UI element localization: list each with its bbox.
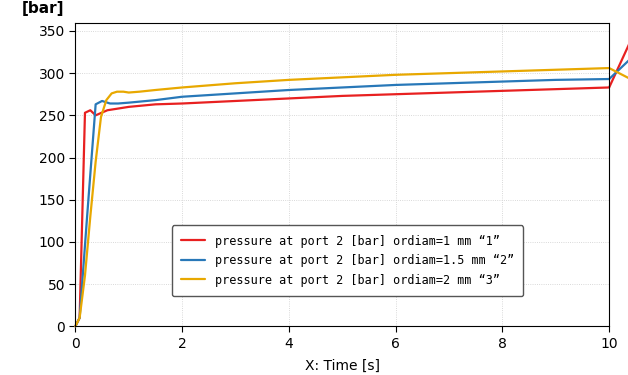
pressure at port 2 [bar] ordiam=2 mm “3” [87, 214, 94, 219]
pressure at port 2 [bar] ordiam=1 mm “1” [285, 96, 293, 101]
pressure at port 2 [bar] ordiam=1.5 mm “2” [98, 99, 106, 103]
pressure at port 2 [bar] ordiam=2 mm “3” [232, 81, 239, 86]
pressure at port 2 [bar] ordiam=1.5 mm “2” [445, 81, 453, 86]
pressure at port 2 [bar] ordiam=2 mm “3” [97, 115, 105, 119]
pressure at port 2 [bar] ordiam=1.5 mm “2” [552, 78, 560, 82]
pressure at port 2 [bar] ordiam=2 mm “3” [113, 90, 121, 94]
pressure at port 2 [bar] ordiam=1 mm “1” [445, 90, 453, 95]
pressure at port 2 [bar] ordiam=1 mm “1” [92, 113, 99, 118]
pressure at port 2 [bar] ordiam=1.5 mm “2” [72, 324, 79, 328]
Line: pressure at port 2 [bar] ordiam=1.5 mm “2”: pressure at port 2 [bar] ordiam=1.5 mm “… [75, 59, 628, 326]
pressure at port 2 [bar] ordiam=1.5 mm “2” [285, 88, 293, 92]
Line: pressure at port 2 [bar] ordiam=1 mm “1”: pressure at port 2 [bar] ordiam=1 mm “1” [75, 41, 628, 326]
pressure at port 2 [bar] ordiam=2 mm “3” [445, 71, 453, 75]
pressure at port 2 [bar] ordiam=1.5 mm “2” [499, 80, 506, 84]
pressure at port 2 [bar] ordiam=2 mm “3” [92, 159, 99, 164]
pressure at port 2 [bar] ordiam=2 mm “3” [102, 98, 110, 102]
pressure at port 2 [bar] ordiam=1 mm “1” [338, 94, 346, 98]
Legend: pressure at port 2 [bar] ordiam=1 mm “1”, pressure at port 2 [bar] ordiam=1.5 mm: pressure at port 2 [bar] ordiam=1 mm “1”… [172, 225, 523, 296]
pressure at port 2 [bar] ordiam=2 mm “3” [81, 273, 89, 278]
pressure at port 2 [bar] ordiam=1 mm “1” [499, 88, 506, 93]
pressure at port 2 [bar] ordiam=1.5 mm “2” [84, 214, 91, 219]
pressure at port 2 [bar] ordiam=1 mm “1” [552, 87, 560, 92]
pressure at port 2 [bar] ordiam=1 mm “1” [114, 106, 122, 111]
pressure at port 2 [bar] ordiam=1 mm “1” [605, 85, 613, 90]
pressure at port 2 [bar] ordiam=1 mm “1” [81, 111, 89, 115]
pressure at port 2 [bar] ordiam=2 mm “3” [76, 316, 84, 320]
pressure at port 2 [bar] ordiam=2 mm “3” [338, 75, 346, 80]
pressure at port 2 [bar] ordiam=1 mm “1” [72, 324, 79, 328]
pressure at port 2 [bar] ordiam=1.5 mm “2” [392, 83, 399, 87]
pressure at port 2 [bar] ordiam=1.5 mm “2” [125, 100, 133, 105]
pressure at port 2 [bar] ordiam=2 mm “3” [152, 88, 160, 92]
pressure at port 2 [bar] ordiam=1.5 mm “2” [178, 94, 186, 99]
pressure at port 2 [bar] ordiam=2 mm “3” [285, 78, 293, 82]
pressure at port 2 [bar] ordiam=1 mm “1” [232, 99, 239, 103]
pressure at port 2 [bar] ordiam=1.5 mm “2” [605, 77, 613, 81]
pressure at port 2 [bar] ordiam=2 mm “3” [136, 90, 143, 94]
pressure at port 2 [bar] ordiam=2 mm “3” [552, 68, 560, 72]
pressure at port 2 [bar] ordiam=2 mm “3” [499, 69, 506, 74]
pressure at port 2 [bar] ordiam=2 mm “3” [125, 90, 133, 95]
pressure at port 2 [bar] ordiam=2 mm “3” [108, 91, 116, 96]
pressure at port 2 [bar] ordiam=2 mm “3” [72, 324, 79, 328]
pressure at port 2 [bar] ordiam=1.5 mm “2” [627, 57, 628, 61]
pressure at port 2 [bar] ordiam=1 mm “1” [392, 92, 399, 96]
pressure at port 2 [bar] ordiam=2 mm “3” [627, 77, 628, 81]
pressure at port 2 [bar] ordiam=1 mm “1” [125, 105, 133, 109]
pressure at port 2 [bar] ordiam=1.5 mm “2” [106, 101, 114, 106]
pressure at port 2 [bar] ordiam=1 mm “1” [627, 39, 628, 44]
pressure at port 2 [bar] ordiam=1 mm “1” [87, 108, 94, 112]
pressure at port 2 [bar] ordiam=1.5 mm “2” [76, 316, 84, 320]
pressure at port 2 [bar] ordiam=1.5 mm “2” [338, 85, 346, 90]
pressure at port 2 [bar] ordiam=1 mm “1” [152, 102, 160, 106]
pressure at port 2 [bar] ordiam=1.5 mm “2” [114, 101, 122, 106]
pressure at port 2 [bar] ordiam=1.5 mm “2” [92, 102, 99, 106]
pressure at port 2 [bar] ordiam=2 mm “3” [605, 66, 613, 70]
pressure at port 2 [bar] ordiam=1.5 mm “2” [152, 98, 160, 102]
pressure at port 2 [bar] ordiam=2 mm “3” [119, 90, 127, 94]
pressure at port 2 [bar] ordiam=1 mm “1” [76, 316, 84, 320]
pressure at port 2 [bar] ordiam=2 mm “3” [392, 73, 399, 77]
Text: [bar]: [bar] [22, 2, 65, 16]
pressure at port 2 [bar] ordiam=1 mm “1” [104, 108, 111, 112]
pressure at port 2 [bar] ordiam=1.5 mm “2” [232, 91, 239, 96]
pressure at port 2 [bar] ordiam=1 mm “1” [178, 101, 186, 106]
pressure at port 2 [bar] ordiam=2 mm “3” [178, 85, 186, 90]
Line: pressure at port 2 [bar] ordiam=2 mm “3”: pressure at port 2 [bar] ordiam=2 mm “3” [75, 68, 628, 326]
X-axis label: X: Time [s]: X: Time [s] [305, 359, 380, 373]
